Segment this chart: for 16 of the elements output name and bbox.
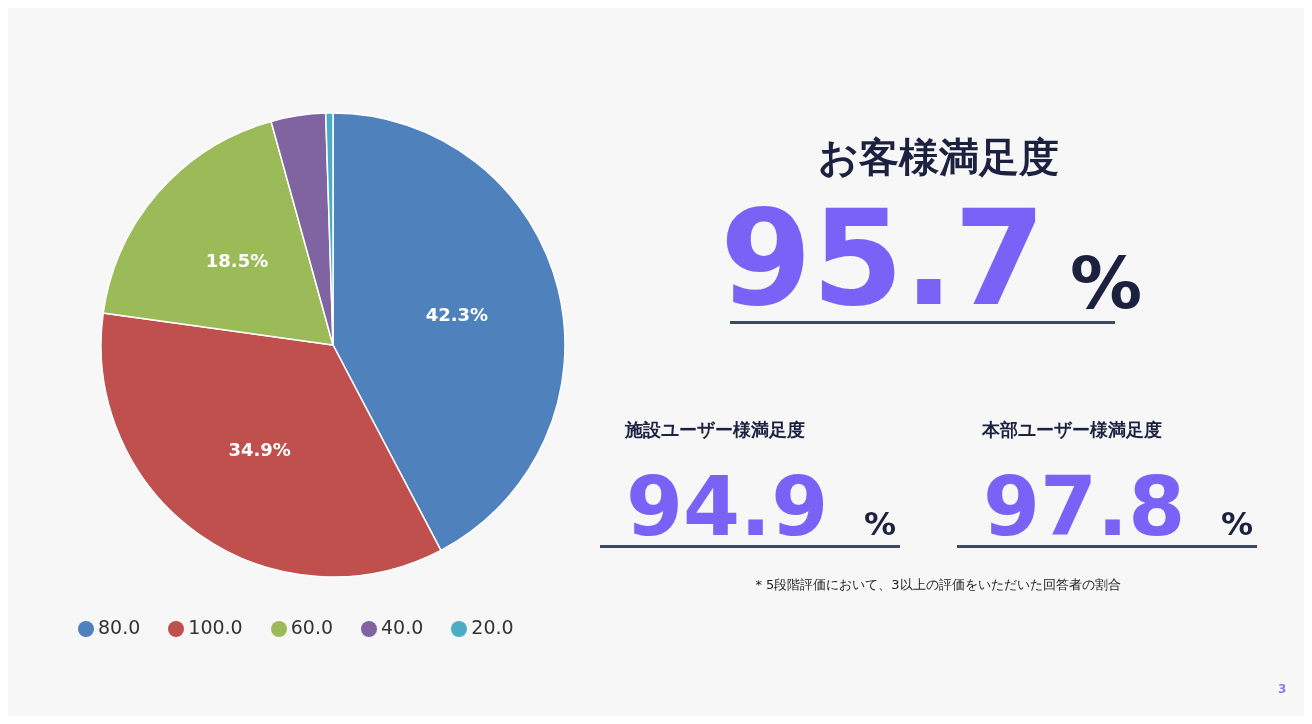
text: 94.9 % [626,459,897,554]
data-label: 42.3% [425,303,489,325]
text: 97.8 % [983,459,1254,554]
data-label: 34.9% [228,438,291,460]
data-label: 18.5% [205,250,269,272]
text: お客様満足度 [817,134,1059,180]
text: * 5段階評価において、3以上の評価をいただいた回答者の割合 [754,576,1122,594]
legend-label: 20.0 [471,616,514,638]
legend-label: 80.0 [98,616,141,638]
legend-label: 60.0 [290,616,334,638]
legend-label: 40.0 [381,616,424,638]
text: 3 [1278,682,1287,696]
category-label: 本部ユーザー様満足度 [981,418,1163,442]
category-label: 施設ユーザー様満足度 [624,418,806,442]
text: 95.7 % [720,181,1143,335]
legend-label: 100.0 [188,616,243,638]
